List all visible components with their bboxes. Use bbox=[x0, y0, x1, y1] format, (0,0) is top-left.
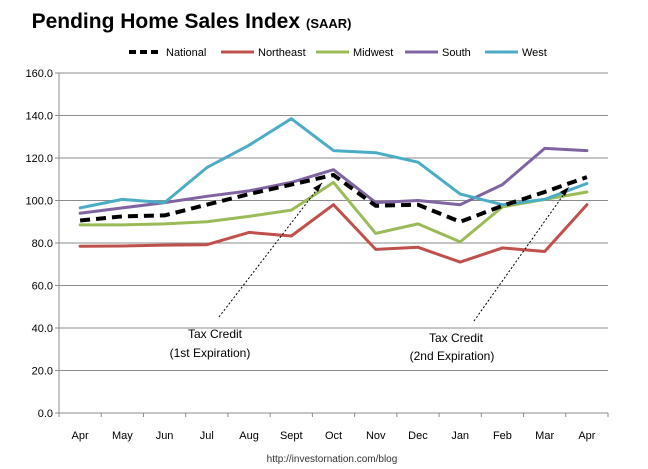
legend-label-national: National bbox=[166, 47, 206, 59]
x-tick-label: Aug bbox=[239, 430, 259, 442]
annotation-2nd-expiration: Tax Credit (2nd Expiration) bbox=[410, 186, 570, 363]
y-tick-label: 0.0 bbox=[38, 408, 53, 420]
x-tick-label: Nov bbox=[366, 430, 386, 442]
y-tick-label: 120.0 bbox=[25, 153, 53, 165]
annotation-1-line-1: Tax Credit bbox=[188, 327, 243, 341]
annotation-1-line-2: (1st Expiration) bbox=[170, 346, 251, 360]
annotation-arrowhead-2 bbox=[560, 187, 569, 196]
y-tick-label: 20.0 bbox=[32, 366, 53, 378]
series-line-northeast bbox=[78, 203, 589, 264]
x-tick-label: Jun bbox=[156, 430, 174, 442]
y-tick-label: 160.0 bbox=[25, 68, 53, 80]
x-tick-label: Mar bbox=[535, 430, 554, 442]
chart-subtitle: (SAAR) bbox=[306, 16, 352, 31]
series-line-west bbox=[78, 117, 589, 210]
legend-label-northeast: Northeast bbox=[258, 47, 306, 59]
x-tick-label: May bbox=[112, 430, 133, 442]
x-tick-label: Dec bbox=[408, 430, 428, 442]
legend-label-west: West bbox=[522, 47, 547, 59]
annotation-arrow-2 bbox=[473, 186, 570, 322]
annotation-1st-expiration: Tax Credit (1st Expiration) bbox=[170, 182, 323, 360]
x-axis-tick-labels: Apr May Jun Jul Aug Sept Oct Nov Dec Jan Feb Mar Apr bbox=[72, 430, 596, 442]
axes bbox=[58, 73, 609, 417]
legend-label-south: South bbox=[442, 47, 471, 59]
y-tick-label: 100.0 bbox=[25, 196, 53, 208]
series-line-midwest bbox=[78, 180, 589, 244]
annotation-arrow-1 bbox=[218, 182, 323, 318]
y-axis-tick-labels: 0.0 20.0 40.0 60.0 80.0 100.0 120.0 140.0 160.0 bbox=[25, 68, 53, 420]
gridlines bbox=[55, 72, 608, 414]
legend-label-midwest: Midwest bbox=[353, 47, 393, 59]
y-tick-label: 40.0 bbox=[32, 323, 53, 335]
x-tick-label: Jan bbox=[451, 430, 469, 442]
y-tick-label: 140.0 bbox=[25, 111, 53, 123]
annotation-2-line-1: Tax Credit bbox=[429, 331, 484, 345]
y-tick-label: 60.0 bbox=[32, 281, 53, 293]
footer-url: http://investornation.com/blog bbox=[267, 454, 398, 465]
series-line-national bbox=[79, 173, 588, 224]
x-tick-label: Oct bbox=[325, 430, 342, 442]
series-lines bbox=[78, 117, 589, 264]
x-tick-label: Feb bbox=[493, 430, 512, 442]
x-tick-label: Apr bbox=[578, 430, 595, 442]
x-tick-label: Apr bbox=[72, 430, 89, 442]
x-tick-label: Sept bbox=[280, 430, 303, 442]
legend: National Northeast Midwest South West bbox=[129, 47, 547, 59]
annotation-2-line-2: (2nd Expiration) bbox=[410, 349, 495, 363]
chart-title: Pending Home Sales Index bbox=[32, 10, 301, 33]
x-tick-label: Jul bbox=[200, 430, 214, 442]
annotation-arrowhead-1 bbox=[313, 183, 322, 192]
y-tick-label: 80.0 bbox=[32, 238, 53, 250]
